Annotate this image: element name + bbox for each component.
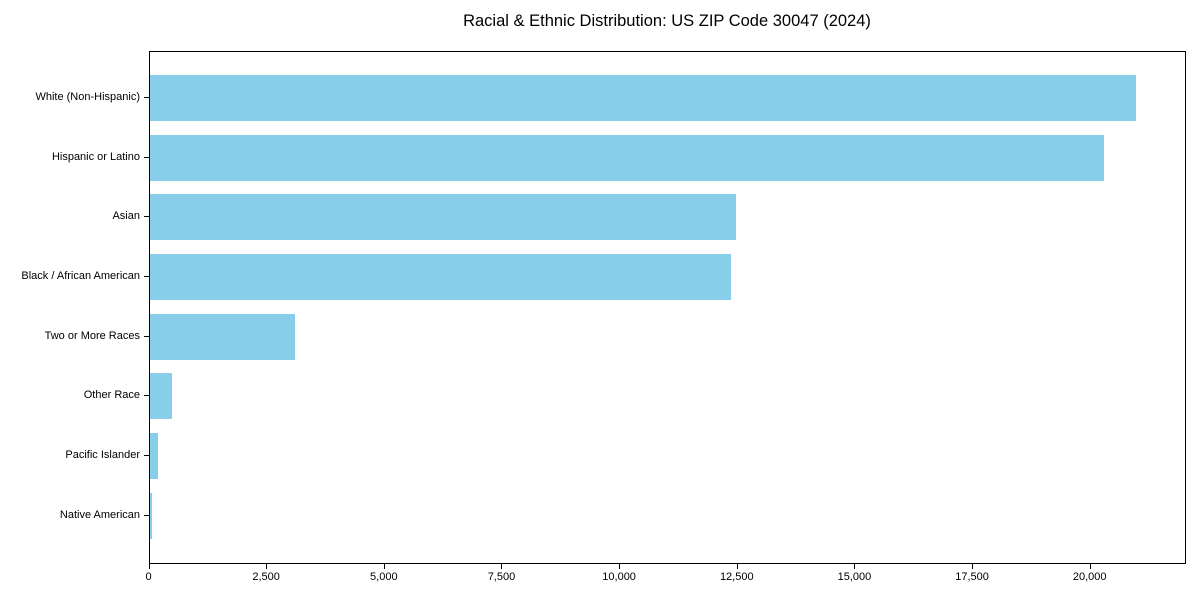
x-tick-label-12500: 12,500 xyxy=(719,571,754,583)
x-tick-mark xyxy=(1089,563,1091,569)
bar-native-american xyxy=(149,492,153,539)
plot-area xyxy=(148,50,1186,564)
bar-pacific-islander xyxy=(149,433,158,479)
chart-title: Racial & Ethnic Distribution: US ZIP Cod… xyxy=(463,12,871,30)
x-tick-mark xyxy=(266,563,268,569)
y-tick-label-hispanic-or-latino: Hispanic or Latino xyxy=(51,150,140,163)
y-tick-mark xyxy=(143,514,149,516)
x-tick-mark xyxy=(972,563,974,569)
y-tick-mark xyxy=(143,455,149,456)
y-tick-label-black-african-american: Black / African American xyxy=(21,269,140,282)
bar-hispanic-or-latino xyxy=(149,134,1104,181)
x-tick-mark xyxy=(736,563,738,569)
y-tick-mark xyxy=(143,156,149,158)
x-tick-mark xyxy=(501,563,503,569)
x-tick-label-0: 0 xyxy=(145,571,152,583)
y-tick-label-pacific-islander: Pacific Islander xyxy=(65,449,140,461)
x-tick-mark xyxy=(148,563,150,569)
x-tick-label-20000: 20,000 xyxy=(1072,571,1107,583)
y-tick-mark xyxy=(143,275,149,277)
bar-white-non-hispanic xyxy=(149,74,1136,121)
y-tick-label-asian: Asian xyxy=(112,210,140,223)
y-tick-mark xyxy=(143,335,149,337)
bar-black-african-american xyxy=(149,253,732,300)
y-tick-label-native-american: Native American xyxy=(59,508,140,521)
bar-other-race xyxy=(149,373,173,420)
x-tick-label-7500: 7,500 xyxy=(487,571,516,583)
y-tick-label-white-non-hispanic: White (Non-Hispanic) xyxy=(35,90,140,103)
y-tick-mark xyxy=(143,395,149,397)
bar-asian xyxy=(149,194,737,241)
bar-two-or-more-races xyxy=(149,313,295,360)
y-tick-mark xyxy=(143,96,149,98)
x-tick-mark xyxy=(383,563,385,569)
x-tick-mark xyxy=(619,563,621,569)
x-tick-label-17500: 17,500 xyxy=(955,571,989,583)
x-tick-label-5000: 5,000 xyxy=(370,571,398,583)
x-tick-label-10000: 10,000 xyxy=(602,571,636,583)
x-tick-mark xyxy=(854,563,856,569)
y-tick-mark xyxy=(143,216,149,218)
y-tick-label-two-or-more-races: Two or More Races xyxy=(44,329,140,342)
y-tick-label-other-race: Other Race xyxy=(83,389,140,402)
x-tick-label-15000: 15,000 xyxy=(837,571,872,583)
x-tick-label-2500: 2,500 xyxy=(252,571,280,583)
